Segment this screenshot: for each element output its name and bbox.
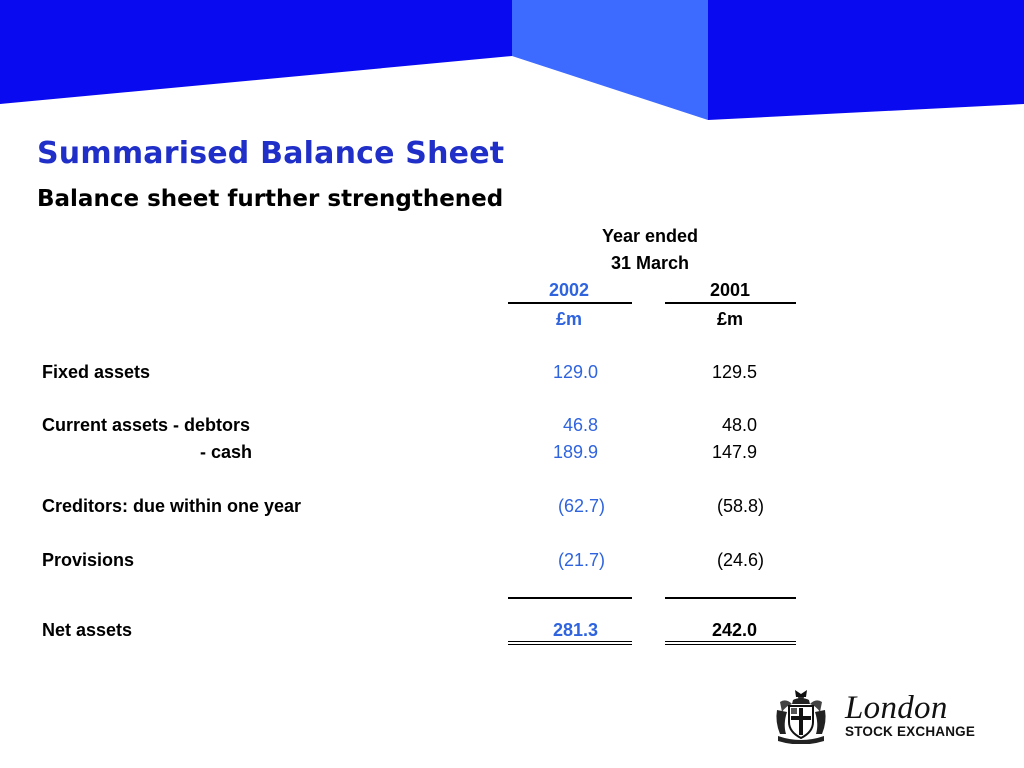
value-2001-fixed-assets: 129.5: [711, 362, 757, 382]
slide-title: Summarised Balance Sheet: [37, 136, 505, 171]
logo-name: London: [845, 690, 948, 726]
header-banner: [0, 0, 1024, 120]
row-label-net-assets: Net assets: [42, 620, 133, 640]
value-2001-debtors: 48.0: [721, 415, 757, 435]
total-double-rule-2002: [508, 641, 632, 645]
row-label-cash: - cash: [200, 442, 253, 462]
value-2001-provisions: (24.6): [716, 550, 764, 570]
header-underline-2002: [508, 302, 632, 304]
row-label-creditors: Creditors: due within one year: [42, 496, 302, 516]
row-label-provisions: Provisions: [42, 550, 135, 570]
value-2002-fixed-assets: 129.0: [552, 362, 598, 382]
row-label-debtors: Current assets - debtors: [42, 415, 251, 435]
column-year-2002: 2002: [548, 280, 590, 300]
logo-tagline: STOCK EXCHANGE: [845, 724, 976, 739]
value-2002-net-assets: 281.3: [552, 620, 598, 640]
column-unit-2002: £m: [555, 309, 582, 329]
value-2002-debtors: 46.8: [562, 415, 598, 435]
coat-of-arms-icon: [776, 690, 826, 744]
value-2001-cash: 147.9: [711, 442, 757, 462]
row-label-fixed-assets: Fixed assets: [42, 362, 151, 382]
value-2001-net-assets: 242.0: [711, 620, 757, 640]
subtotal-rule-2001: [665, 597, 796, 599]
column-year-2001: 2001: [709, 280, 751, 300]
header-underline-2001: [665, 302, 796, 304]
value-2002-provisions: (21.7): [557, 550, 605, 570]
subtotal-rule-2002: [508, 597, 632, 599]
value-2002-creditors: (62.7): [557, 496, 605, 516]
period-header-line1: Year ended: [601, 226, 699, 246]
period-header-line2: 31 March: [610, 253, 690, 273]
column-unit-2001: £m: [716, 309, 743, 329]
slide-subtitle: Balance sheet further strengthened: [37, 186, 504, 212]
total-double-rule-2001: [665, 641, 796, 645]
value-2001-creditors: (58.8): [716, 496, 764, 516]
value-2002-cash: 189.9: [552, 442, 598, 462]
